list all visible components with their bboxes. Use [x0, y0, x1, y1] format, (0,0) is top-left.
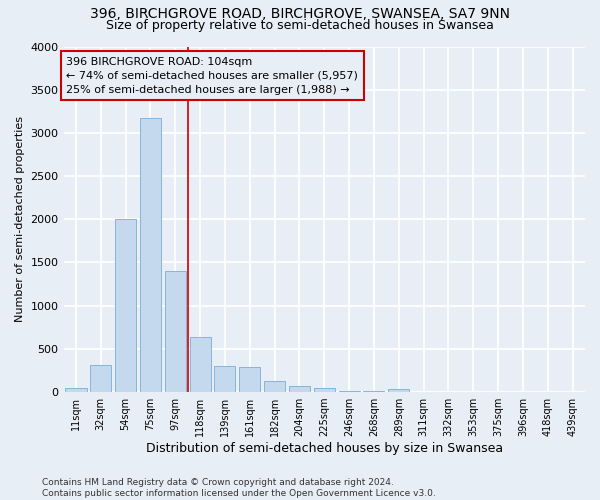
Text: Size of property relative to semi-detached houses in Swansea: Size of property relative to semi-detach…: [106, 19, 494, 32]
Bar: [90, 366, 112, 392]
Text: 396 BIRCHGROVE ROAD: 104sqm
← 74% of semi-detached houses are smaller (5,957)
25: 396 BIRCHGROVE ROAD: 104sqm ← 74% of sem…: [66, 57, 358, 95]
Bar: [214, 366, 235, 392]
Bar: [190, 337, 211, 392]
Bar: [140, 118, 161, 392]
Bar: [65, 388, 86, 392]
Bar: [289, 386, 310, 392]
Text: Contains HM Land Registry data © Crown copyright and database right 2024.
Contai: Contains HM Land Registry data © Crown c…: [42, 478, 436, 498]
Y-axis label: Number of semi-detached properties: Number of semi-detached properties: [15, 116, 25, 322]
Bar: [364, 391, 385, 392]
Bar: [239, 366, 260, 392]
Bar: [314, 388, 335, 392]
X-axis label: Distribution of semi-detached houses by size in Swansea: Distribution of semi-detached houses by …: [146, 442, 503, 455]
Bar: [264, 381, 285, 392]
Bar: [165, 271, 186, 392]
Text: 396, BIRCHGROVE ROAD, BIRCHGROVE, SWANSEA, SA7 9NN: 396, BIRCHGROVE ROAD, BIRCHGROVE, SWANSE…: [90, 8, 510, 22]
Bar: [338, 390, 359, 392]
Bar: [115, 220, 136, 392]
Bar: [388, 389, 409, 392]
